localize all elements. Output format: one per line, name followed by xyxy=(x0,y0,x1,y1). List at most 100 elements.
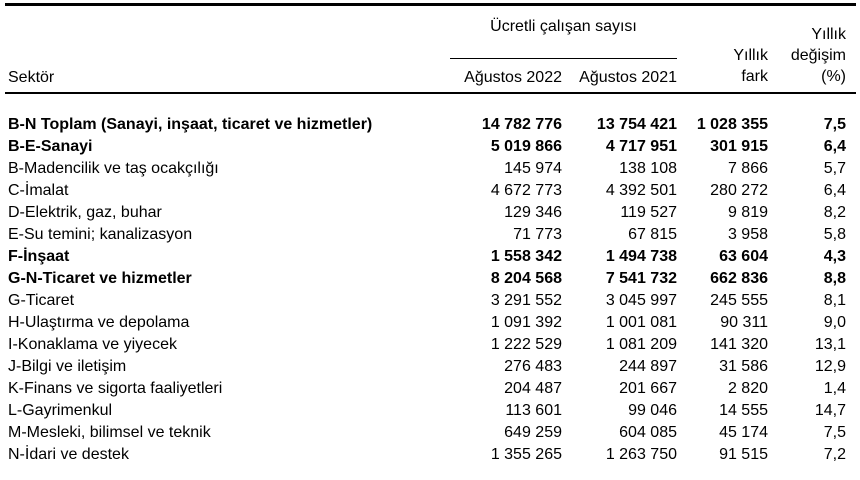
aug2021-cell: 1 263 750 xyxy=(605,446,677,463)
column-header-august-2021: Ağustos 2021 xyxy=(562,58,677,94)
sector-cell: B-N Toplam (Sanayi, inşaat, ticaret ve h… xyxy=(8,116,373,133)
annual-change-cell: 13,1 xyxy=(814,336,846,353)
aug2021-cell: 119 527 xyxy=(620,204,677,221)
annual-difference-cell: 63 604 xyxy=(719,248,768,265)
table-row-konaklama: I-Konaklama ve yiyecek 1 222 529 1 081 2… xyxy=(5,334,856,356)
aug2021-cell: 13 754 421 xyxy=(596,116,677,133)
aug2021-cell: 4 392 501 xyxy=(605,182,677,199)
annual-change-cell: 5,7 xyxy=(823,160,846,177)
table-row-elektrik: D-Elektrik, gaz, buhar 129 346 119 527 9… xyxy=(5,202,856,224)
aug2022-cell: 71 773 xyxy=(513,226,562,243)
annual-change-cell: 7,5 xyxy=(823,116,846,133)
annual-change-line3: (%) xyxy=(821,68,846,85)
sector-cell: B-E-Sanayi xyxy=(8,138,93,155)
aug2021-cell: 138 108 xyxy=(619,160,677,177)
sector-cell: L-Gayrimenkul xyxy=(8,402,113,419)
annual-change-cell: 6,4 xyxy=(823,182,846,199)
sector-cell: N-İdari ve destek xyxy=(8,446,129,463)
aug2021-cell: 201 667 xyxy=(619,380,677,397)
sector-cell: E-Su temini; kanalizasyon xyxy=(8,226,193,243)
aug2021-cell: 604 085 xyxy=(619,424,677,441)
sector-cell: B-Madencilik ve taş ocakçılığı xyxy=(8,160,219,177)
sector-cell: K-Finans ve sigorta faaliyetleri xyxy=(8,380,223,397)
table-row-gayrimenkul: L-Gayrimenkul 113 601 99 046 14 555 14,7 xyxy=(5,400,856,422)
sector-cell: G-Ticaret xyxy=(8,292,75,309)
sector-cell: M-Mesleki, bilimsel ve teknik xyxy=(8,424,211,441)
table-row-bn-toplam: B-N Toplam (Sanayi, inşaat, ticaret ve h… xyxy=(5,93,856,136)
table-body: B-N Toplam (Sanayi, inşaat, ticaret ve h… xyxy=(5,93,856,480)
annual-difference-cell: 662 836 xyxy=(710,270,768,287)
aug2022-cell: 649 259 xyxy=(504,424,562,441)
table-row-idari-destek: N-İdari ve destek 1 355 265 1 263 750 91… xyxy=(5,444,856,480)
aug2022-cell: 4 672 773 xyxy=(490,182,562,199)
annual-difference-cell: 45 174 xyxy=(719,424,768,441)
aug2022-cell: 1 222 529 xyxy=(490,336,562,353)
annual-difference-cell: 1 028 355 xyxy=(696,116,768,133)
table-row-be-sanayi: B-E-Sanayi 5 019 866 4 717 951 301 915 6… xyxy=(5,136,856,158)
table-row-su-temini: E-Su temini; kanalizasyon 71 773 67 815 … xyxy=(5,224,856,246)
sector-cell: D-Elektrik, gaz, buhar xyxy=(8,204,162,221)
annual-change-line2: değişim xyxy=(790,47,846,64)
aug2021-cell: 1 494 738 xyxy=(605,248,677,265)
annual-difference-cell: 91 515 xyxy=(719,446,768,463)
column-header-annual-difference: Yıllık fark xyxy=(677,4,768,94)
column-group-header-paid-employees: Ücretli çalışan sayısı xyxy=(450,4,677,59)
table-row-insaat: F-İnşaat 1 558 342 1 494 738 63 604 4,3 xyxy=(5,246,856,268)
aug2022-cell: 1 091 392 xyxy=(490,314,562,331)
table-row-gn-ticaret-hizmetler: G-N-Ticaret ve hizmetler 8 204 568 7 541… xyxy=(5,268,856,290)
annual-difference-line2: fark xyxy=(741,68,768,85)
annual-change-cell: 8,1 xyxy=(823,292,846,309)
header-row-group: Sektör Ücretli çalışan sayısı Yıllık far… xyxy=(5,4,856,94)
annual-difference-cell: 280 272 xyxy=(710,182,768,199)
aug2021-cell: 99 046 xyxy=(628,402,677,419)
aug2021-cell: 4 717 951 xyxy=(605,138,677,155)
sector-cell: G-N-Ticaret ve hizmetler xyxy=(8,270,192,287)
table-row-mesleki: M-Mesleki, bilimsel ve teknik 649 259 60… xyxy=(5,422,856,444)
annual-difference-cell: 31 586 xyxy=(719,358,768,375)
aug2022-cell: 1 558 342 xyxy=(490,248,562,265)
sector-cell: J-Bilgi ve iletişim xyxy=(8,358,127,375)
annual-difference-line1: Yıllık xyxy=(733,47,768,64)
column-header-annual-change-pct: Yıllık değişim (%) xyxy=(768,4,856,94)
aug2021-cell: 3 045 997 xyxy=(605,292,677,309)
table-row-bilgi-iletisim: J-Bilgi ve iletişim 276 483 244 897 31 5… xyxy=(5,356,856,378)
annual-difference-cell: 3 958 xyxy=(727,226,768,243)
annual-difference-cell: 7 866 xyxy=(727,160,768,177)
aug2022-cell: 145 974 xyxy=(504,160,562,177)
annual-change-cell: 5,8 xyxy=(823,226,846,243)
table-row-ticaret: G-Ticaret 3 291 552 3 045 997 245 555 8,… xyxy=(5,290,856,312)
table-row-ulastirma: H-Ulaştırma ve depolama 1 091 392 1 001 … xyxy=(5,312,856,334)
sector-cell: I-Konaklama ve yiyecek xyxy=(8,336,177,353)
aug2022-cell: 276 483 xyxy=(504,358,562,375)
annual-difference-cell: 9 819 xyxy=(727,204,768,221)
sector-cell: C-İmalat xyxy=(8,182,69,199)
annual-change-cell: 14,7 xyxy=(814,402,846,419)
annual-change-cell: 8,2 xyxy=(823,204,846,221)
sector-cell: F-İnşaat xyxy=(8,248,70,265)
annual-difference-cell: 14 555 xyxy=(719,402,768,419)
column-header-august-2022: Ağustos 2022 xyxy=(450,58,562,94)
annual-change-cell: 8,8 xyxy=(823,270,846,287)
aug2021-cell: 244 897 xyxy=(619,358,677,375)
employees-by-sector-table: Sektör Ücretli çalışan sayısı Yıllık far… xyxy=(5,3,856,480)
aug2022-cell: 3 291 552 xyxy=(490,292,562,309)
aug2021-cell: 1 081 209 xyxy=(605,336,677,353)
table-row-finans: K-Finans ve sigorta faaliyetleri 204 487… xyxy=(5,378,856,400)
annual-change-cell: 9,0 xyxy=(823,314,846,331)
annual-change-cell: 12,9 xyxy=(814,358,846,375)
annual-difference-cell: 141 320 xyxy=(710,336,768,353)
aug2021-cell: 7 541 732 xyxy=(605,270,677,287)
annual-change-line1: Yıllık xyxy=(811,26,846,43)
table-header: Sektör Ücretli çalışan sayısı Yıllık far… xyxy=(5,4,856,94)
annual-difference-cell: 90 311 xyxy=(720,314,768,331)
annual-change-cell: 6,4 xyxy=(823,138,846,155)
aug2022-cell: 1 355 265 xyxy=(490,446,562,463)
header-row-periods: Ağustos 2022 Ağustos 2021 xyxy=(5,58,856,94)
aug2022-cell: 8 204 568 xyxy=(490,270,562,287)
annual-change-cell: 7,5 xyxy=(823,424,846,441)
aug2022-cell: 129 346 xyxy=(504,204,562,221)
table-row-imalat: C-İmalat 4 672 773 4 392 501 280 272 6,4 xyxy=(5,180,856,202)
aug2022-cell: 113 601 xyxy=(505,402,562,419)
annual-change-cell: 4,3 xyxy=(823,248,846,265)
